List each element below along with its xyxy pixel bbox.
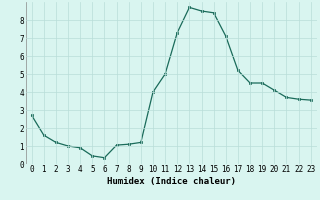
X-axis label: Humidex (Indice chaleur): Humidex (Indice chaleur): [107, 177, 236, 186]
